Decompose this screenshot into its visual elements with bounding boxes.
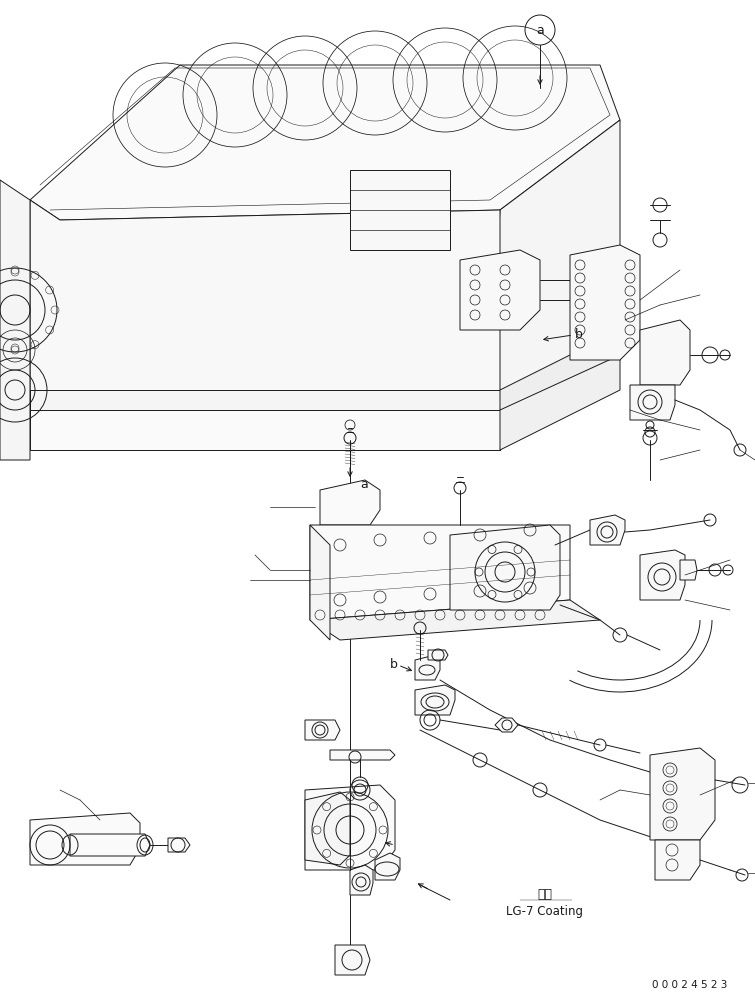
Polygon shape <box>490 120 620 400</box>
Text: b: b <box>575 328 583 341</box>
Polygon shape <box>630 385 675 420</box>
Polygon shape <box>305 785 395 870</box>
Polygon shape <box>495 718 518 732</box>
Polygon shape <box>450 525 560 610</box>
Polygon shape <box>335 945 370 975</box>
Polygon shape <box>640 550 685 600</box>
Polygon shape <box>30 410 500 450</box>
Polygon shape <box>590 515 625 545</box>
Polygon shape <box>415 655 440 680</box>
Polygon shape <box>320 480 380 525</box>
Polygon shape <box>570 245 640 360</box>
Polygon shape <box>30 813 140 865</box>
Polygon shape <box>70 834 150 856</box>
Polygon shape <box>460 250 540 330</box>
Polygon shape <box>330 750 395 760</box>
Text: 0 0 0 2 4 5 2 3: 0 0 0 2 4 5 2 3 <box>652 980 728 990</box>
Polygon shape <box>650 748 715 840</box>
Polygon shape <box>680 560 697 580</box>
Polygon shape <box>500 330 620 420</box>
Polygon shape <box>310 525 330 640</box>
Text: b: b <box>390 659 398 672</box>
Polygon shape <box>168 838 190 852</box>
Polygon shape <box>30 390 500 420</box>
Polygon shape <box>0 180 30 460</box>
Polygon shape <box>500 355 620 450</box>
Text: a: a <box>536 23 544 36</box>
Polygon shape <box>428 650 448 660</box>
Polygon shape <box>415 685 455 715</box>
Polygon shape <box>350 865 373 895</box>
Polygon shape <box>30 65 620 220</box>
Text: 塗布: 塗布 <box>538 889 553 902</box>
Text: a: a <box>360 478 368 491</box>
Polygon shape <box>305 792 350 865</box>
Polygon shape <box>640 320 690 385</box>
Polygon shape <box>30 200 500 410</box>
Polygon shape <box>350 170 450 250</box>
Text: LG-7 Coating: LG-7 Coating <box>507 906 584 919</box>
Polygon shape <box>310 525 570 620</box>
Polygon shape <box>310 600 600 640</box>
Polygon shape <box>655 840 700 880</box>
Polygon shape <box>305 720 340 740</box>
Polygon shape <box>375 853 400 880</box>
